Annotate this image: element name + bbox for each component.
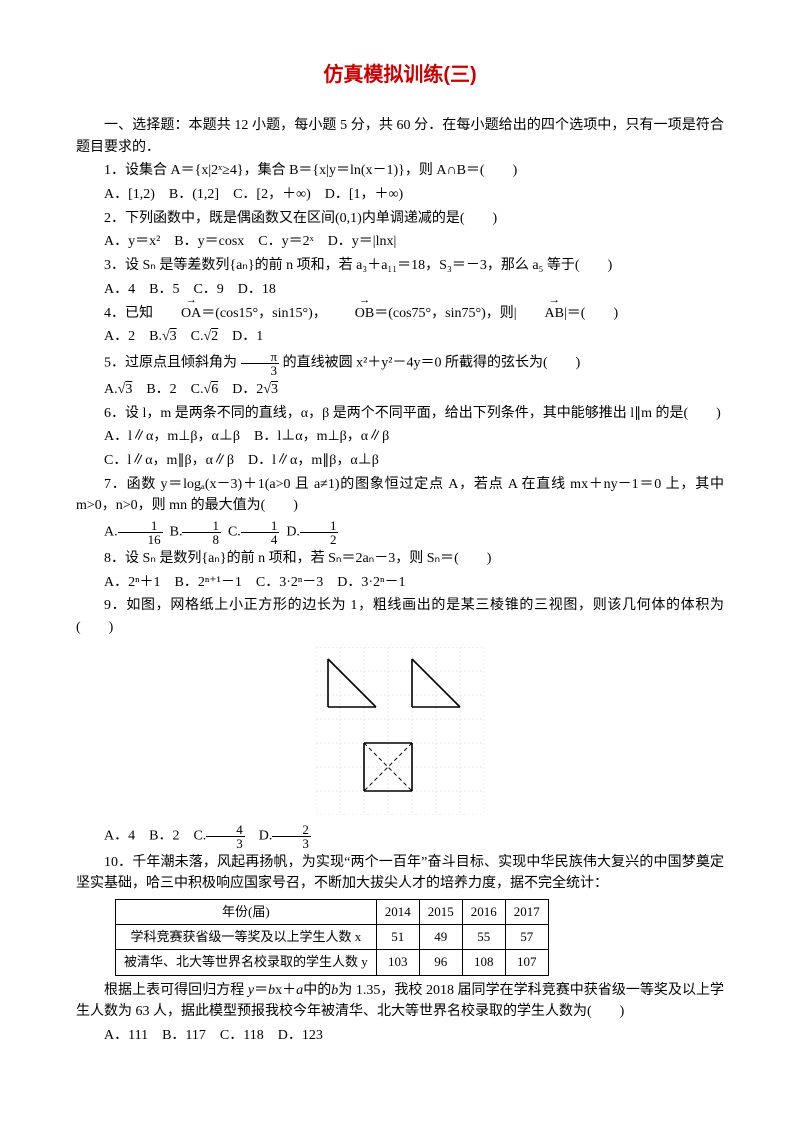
q6-text: 6．设 l，m 是两条不同的直线，α，β 是两个不同平面，给出下列条件，其中能够…: [76, 403, 724, 425]
q7-fracB: 18: [182, 519, 221, 546]
th-2016: 2016: [462, 900, 505, 925]
q5-text: 5．过原点且倾斜角为 π3 的直线被圆 x²＋y²－4y＝0 所截得的弦长为( …: [76, 350, 724, 377]
q2-text: 2．下列函数中，既是偶函数又在区间(0,1)内单调递减的是( ): [76, 208, 724, 230]
q9-fDn: 2: [272, 823, 311, 837]
q3-text: 3．设 Sₙ 是等差数列{aₙ}的前 n 项和，若 a₃＋a₁₁＝18，S₃＝－…: [76, 255, 724, 277]
td-x-2015: 49: [419, 925, 462, 950]
q9-figure: [76, 647, 724, 815]
q4-part-c: ＝(cos75°，sin75°)，则|: [374, 306, 516, 321]
q4-opt-a: A．2 B.: [104, 329, 162, 344]
sqrt-icon: [263, 382, 271, 397]
q9-oA: A．4 B．2 C.: [104, 828, 206, 843]
q7-oB: B.: [170, 525, 183, 540]
td-y-2014: 103: [376, 950, 419, 975]
q4-part-b: ＝(cos15°，sin15°)，: [201, 306, 327, 321]
q7-fAn: 1: [118, 519, 163, 533]
q4-opt-c: D．1: [218, 329, 263, 344]
q5-oC: D．2: [218, 382, 263, 397]
q10-table: 年份(届) 2014 2015 2016 2017 学科竞赛获省级一等奖及以上学…: [115, 899, 549, 975]
q4-options: A．2 B.3 C.2 D．1: [76, 326, 724, 348]
q10-after-b: 中的: [303, 983, 331, 998]
q4-sqrt3: 3: [170, 329, 177, 344]
regress-x: x＋: [275, 983, 296, 998]
q5-options: A.3 B．2 C.6 D．23: [76, 379, 724, 401]
q10-text: 10．千年潮未落，风起再扬帆，为实现“两个一百年”奋斗目标、实现中华民族伟大复兴…: [76, 852, 724, 895]
q7-fDn: 1: [300, 519, 339, 533]
q7-oA: A.: [104, 525, 118, 540]
q6-options-1: A．l∥α，m⊥β，α⊥β B．l⊥α，m⊥β，α∥β: [76, 426, 724, 448]
table-row-header: 年份(届) 2014 2015 2016 2017: [116, 900, 549, 925]
td-x-2014: 51: [376, 925, 419, 950]
q8-text: 8．设 Sₙ 是数列{aₙ}的前 n 项和，若 Sₙ＝2aₙ－3，则 Sₙ＝( …: [76, 548, 724, 570]
q7-fCn: 1: [241, 519, 280, 533]
q9-fracC: 43: [206, 823, 245, 850]
q5-frac-d: 3: [241, 364, 280, 377]
td-y-2016: 108: [462, 950, 505, 975]
q1-options: A．[1,2) B．(1,2] C．[2，＋∞) D．[1，＋∞): [76, 184, 724, 206]
q5-part-a: 5．过原点且倾斜角为: [104, 356, 237, 371]
q9-fDd: 3: [272, 837, 311, 850]
q4-part-a: 4．已知: [104, 306, 153, 321]
table-row-x: 学科竞赛获省级一等奖及以上学生人数 x 51 49 55 57: [116, 925, 549, 950]
q9-fracD: 23: [272, 823, 311, 850]
q7-fracD: 12: [300, 519, 339, 546]
q7-fDd: 2: [300, 533, 339, 546]
q7-fAd: 16: [118, 533, 163, 546]
q1-text: 1．设集合 A＝{x|2ˣ≥4}，集合 B＝{x|y＝ln(x－1)}，则 A∩…: [76, 160, 724, 182]
th-2015: 2015: [419, 900, 462, 925]
regress-eq: y＝bx＋a: [248, 983, 303, 998]
td-y-2017: 107: [505, 950, 548, 975]
q10-after: 根据上表可得回归方程 y＝bx＋a中的b为 1.35，我校 2018 届同学在学…: [76, 980, 724, 1023]
q7-fBd: 8: [182, 533, 221, 546]
q4-part-d: |＝( ): [564, 306, 618, 321]
q9-fCn: 4: [206, 823, 245, 837]
q5-sqrt3b: 3: [271, 382, 278, 397]
q7-options: A.116 B.18 C.14 D.12: [76, 519, 724, 546]
q5-frac-n: π: [241, 350, 280, 364]
three-view-diagram: [316, 647, 484, 815]
th-2014: 2014: [376, 900, 419, 925]
td-x-label: 学科竞赛获省级一等奖及以上学生人数 x: [116, 925, 377, 950]
q7-fCd: 4: [241, 533, 280, 546]
td-x-2017: 57: [505, 925, 548, 950]
q4-text: 4．已知OA＝(cos15°，sin15°)，OB＝(cos75°，sin75°…: [76, 303, 724, 325]
q4-opt-b: C.: [177, 329, 204, 344]
sqrt-icon: [162, 329, 170, 344]
q7-text: 7．函数 y＝logₐ(x－3)＋1(a>0 且 a≠1)的图象恒过定点 A，若…: [76, 474, 724, 517]
q7-fracC: 14: [241, 519, 280, 546]
q10-options: A．111 B．117 C．118 D．123: [76, 1025, 724, 1047]
q7-oD: D.: [286, 525, 300, 540]
q5-oB: B．2 C.: [132, 382, 203, 397]
q10-after-a: 根据上表可得回归方程: [104, 983, 244, 998]
q7-fracA: 116: [118, 519, 163, 546]
q9-oD: D.: [245, 828, 273, 843]
regress-equals: ＝: [254, 983, 268, 998]
table-row-y: 被清华、北大等世界名校录取的学生人数 y 103 96 108 107: [116, 950, 549, 975]
q2-options: A．y＝x² B．y＝cosx C．y＝2ˣ D．y＝|lnx|: [76, 231, 724, 253]
q5-part-b: 的直线被圆 x²＋y²－4y＝0 所截得的弦长为( ): [283, 356, 581, 371]
q8-options: A．2ⁿ＋1 B．2ⁿ⁺¹－1 C．3·2ⁿ－3 D．3·2ⁿ－1: [76, 572, 724, 594]
vector-oa: OA: [153, 303, 201, 325]
vector-ob: OB: [327, 303, 374, 325]
q7-fBn: 1: [182, 519, 221, 533]
td-y-label: 被清华、北大等世界名校录取的学生人数 y: [116, 950, 377, 975]
q7-oC: C.: [228, 525, 241, 540]
q5-frac: π3: [241, 350, 280, 377]
section-intro: 一、选择题：本题共 12 小题，每小题 5 分，共 60 分．在每小题给出的四个…: [76, 115, 724, 158]
td-x-2016: 55: [462, 925, 505, 950]
q9-options: A．4 B．2 C.43 D.23: [76, 823, 724, 850]
q5-oA: A.: [104, 382, 118, 397]
q9-text: 9．如图，网格纸上小正方形的边长为 1，粗线画出的是某三棱锥的三视图，则该几何体…: [76, 595, 724, 638]
vector-ab: AB: [517, 303, 564, 325]
td-y-2015: 96: [419, 950, 462, 975]
page-title: 仿真模拟训练(三): [76, 60, 724, 91]
th-2017: 2017: [505, 900, 548, 925]
th-year: 年份(届): [116, 900, 377, 925]
q6-options-2: C．l∥α，m∥β，α∥β D．l∥α，m∥β，α⊥β: [76, 450, 724, 472]
q9-fCd: 3: [206, 837, 245, 850]
